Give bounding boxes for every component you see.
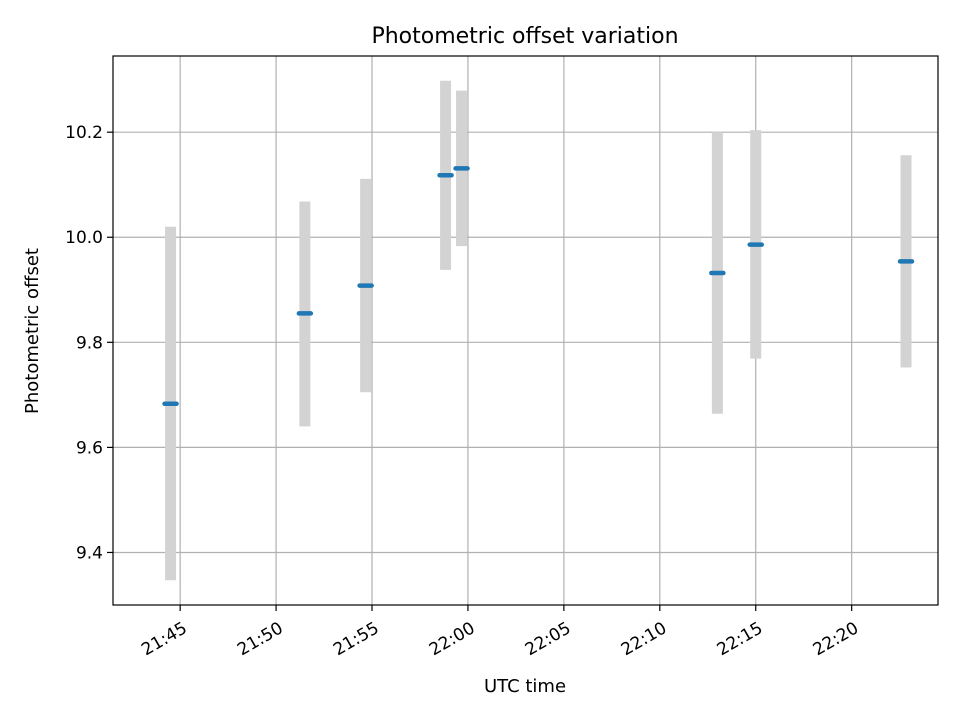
x-axis-ticks: 21:45 21:50 21:55 22:00 22:05 22:10 22:15 22:20 (138, 605, 862, 660)
y-tick-label: 9.8 (76, 333, 103, 353)
x-axis-label: UTC time (484, 676, 566, 697)
x-tick-label: 21:45 (138, 618, 190, 660)
x-tick-label: 21:55 (330, 618, 382, 660)
x-tick-label: 22:15 (714, 618, 766, 660)
axes-frame (112, 55, 939, 606)
y-axis-ticks: 9.4 9.6 9.8 10.0 10.2 (65, 123, 113, 563)
x-tick-label: 22:20 (810, 618, 862, 660)
chart-title: Photometric offset variation (371, 24, 678, 49)
y-axis-label: Photometric offset (22, 248, 43, 414)
x-tick-label: 22:00 (426, 618, 478, 660)
y-tick-label: 9.4 (76, 543, 103, 563)
y-tick-label: 9.6 (76, 438, 103, 458)
x-tick-label: 22:10 (618, 618, 670, 660)
x-tick-label: 22:05 (522, 618, 574, 660)
grid (113, 56, 938, 605)
y-tick-label: 10.2 (65, 123, 103, 143)
errorbars (165, 80, 912, 581)
x-tick-label: 21:50 (234, 618, 286, 660)
markers (162, 166, 915, 407)
y-tick-label: 10.0 (65, 228, 103, 248)
